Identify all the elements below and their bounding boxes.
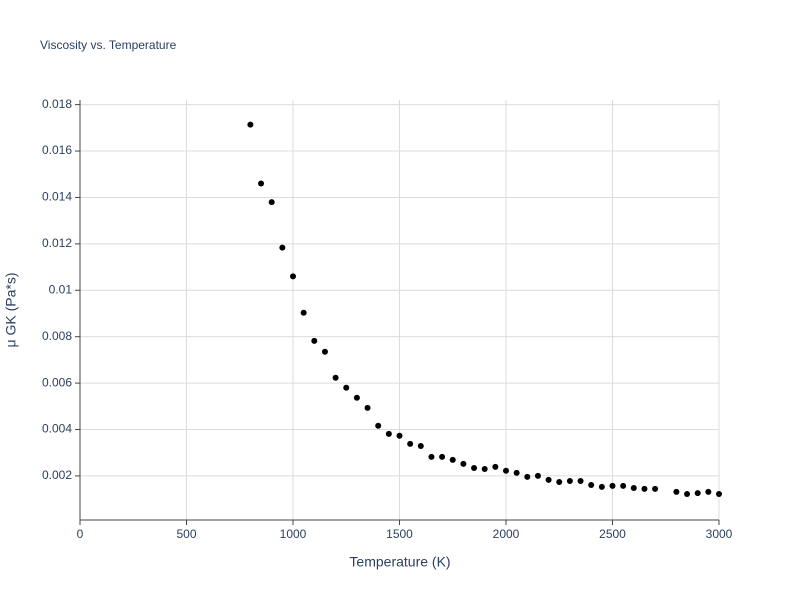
point: [460, 460, 467, 467]
point: [673, 488, 680, 495]
point: [566, 478, 573, 485]
point: [609, 482, 616, 489]
point: [439, 453, 446, 460]
point: [577, 478, 584, 485]
point: [396, 432, 403, 439]
point: [290, 273, 296, 280]
point: [705, 488, 712, 495]
point: [300, 309, 307, 316]
x-tick-label: 2500: [599, 527, 626, 541]
point: [279, 244, 286, 251]
y-tick-label: 0.014: [42, 190, 72, 204]
point: [652, 485, 659, 492]
point: [534, 472, 541, 479]
point: [556, 478, 563, 485]
point: [449, 456, 456, 463]
y-tick-label: 0.012: [42, 236, 72, 250]
y-tick-label: 0.002: [42, 468, 72, 482]
x-tick-label: 1000: [280, 527, 307, 541]
y-axis-label: μ GK (Pa*s): [3, 273, 19, 348]
point: [503, 467, 509, 474]
point: [524, 473, 531, 480]
y-tick-label: 0.004: [42, 422, 72, 436]
x-tick-label: 2000: [493, 527, 520, 541]
point: [684, 491, 691, 498]
y-tick-label: 0.006: [42, 375, 72, 389]
point: [481, 465, 488, 472]
point: [513, 469, 520, 476]
x-tick-label: 500: [176, 527, 196, 541]
point: [407, 440, 414, 447]
point: [353, 394, 360, 401]
point: [332, 374, 339, 381]
point: [428, 453, 435, 460]
y-tick-label: 0.018: [42, 97, 72, 111]
point: [598, 483, 605, 490]
point: [364, 404, 371, 411]
y-tick-label: 0.008: [42, 329, 72, 343]
point: [375, 422, 382, 429]
point: [417, 442, 424, 449]
point: [694, 490, 701, 497]
y-tick-label: 0.016: [42, 143, 72, 157]
point: [716, 491, 722, 498]
point: [268, 199, 275, 206]
x-tick-label: 0: [77, 527, 84, 541]
point: [641, 485, 648, 492]
point: [247, 121, 254, 128]
point: [630, 484, 637, 491]
point: [492, 463, 499, 470]
point: [620, 482, 627, 489]
y-tick-label: 0.01: [49, 282, 73, 296]
chart-title: Viscosity vs. Temperature: [40, 38, 177, 52]
x-tick-label: 1500: [386, 527, 413, 541]
point: [588, 481, 595, 488]
point: [343, 384, 350, 391]
point: [258, 180, 265, 187]
point: [321, 348, 328, 355]
point: [471, 465, 478, 472]
point: [385, 430, 392, 437]
point: [545, 476, 552, 483]
point: [311, 337, 318, 344]
x-axis-label: Temperature (K): [349, 554, 450, 570]
x-tick-label: 3000: [706, 527, 733, 541]
